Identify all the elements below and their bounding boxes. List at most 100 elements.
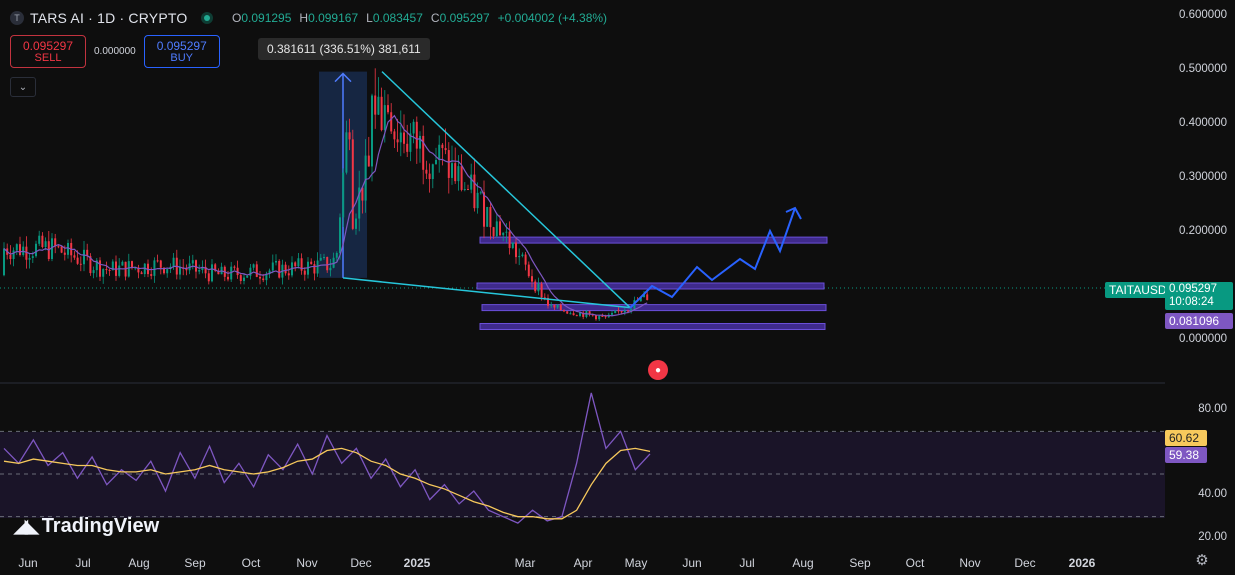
candle-body: [211, 264, 213, 282]
candle-body: [492, 227, 495, 237]
candle-body: [166, 269, 169, 274]
buy-button[interactable]: 0.095297 BUY: [143, 35, 220, 68]
candle-body: [374, 95, 377, 115]
candle-body: [595, 315, 597, 320]
candle-body: [131, 261, 133, 268]
bar-countdown: 10:08:24: [1169, 296, 1214, 308]
candle-body: [217, 270, 220, 275]
price-axis-label: 0.500000: [1179, 63, 1227, 75]
candle-body: [604, 316, 607, 318]
candle-body: [300, 258, 303, 271]
close-key: C: [430, 11, 440, 25]
candle-body: [323, 257, 325, 259]
time-axis-label: Dec: [350, 556, 372, 570]
candle-body: [550, 304, 553, 306]
time-axis-label: Oct: [241, 556, 261, 570]
candle-body: [483, 192, 485, 227]
rsi-axis-label: 40.00: [1198, 488, 1227, 501]
tradingview-logo: ◢◣ TradingView: [14, 515, 159, 538]
candle-body: [41, 235, 44, 247]
time-axis-label: 2026: [1068, 556, 1096, 570]
time-axis-label: Oct: [905, 556, 925, 570]
projection-path: [629, 206, 802, 309]
candle-body: [435, 159, 437, 165]
candle-body: [460, 166, 463, 190]
candle-body: [246, 275, 249, 278]
rsi-axis-label: 80.00: [1198, 403, 1227, 415]
candle-body: [556, 304, 559, 308]
candle-body: [271, 262, 274, 271]
candle-body: [153, 260, 156, 276]
candle-body: [521, 254, 524, 257]
trendlines: [342, 71, 631, 309]
candle-body: [534, 281, 537, 292]
candle-body: [527, 264, 530, 277]
candle-body: [147, 263, 149, 275]
candle-body: [441, 144, 444, 149]
candle-body: [547, 297, 549, 306]
low-value: 0.083457: [372, 11, 423, 25]
candle-body: [118, 265, 121, 276]
candle-body: [543, 297, 546, 299]
sell-label: SELL: [34, 51, 62, 64]
time-axis-label: Jul: [75, 556, 91, 570]
trendline-from-low: [342, 277, 631, 309]
candle-body: [473, 174, 476, 209]
candle-body: [28, 257, 31, 260]
candle-body: [476, 192, 479, 209]
candle-body: [92, 270, 95, 274]
candle-body: [294, 262, 297, 267]
gear-icon[interactable]: ⚙: [1195, 552, 1209, 569]
us-flag-event-icon[interactable]: ●: [648, 360, 668, 380]
candle-body: [351, 139, 354, 229]
candle-body: [35, 243, 37, 257]
candle-body: [303, 270, 306, 275]
candle-body: [566, 311, 569, 314]
candle-body: [297, 258, 300, 267]
sell-button[interactable]: 0.095297 SELL: [10, 35, 86, 68]
candle-body: [265, 273, 268, 281]
time-axis-label: Jul: [739, 556, 755, 570]
open-key: O: [232, 11, 242, 25]
price-axis-label: 0.000000: [1179, 333, 1227, 345]
symbol-title[interactable]: TARS AI · 1D · CRYPTO: [30, 10, 188, 26]
collapse-legend-button[interactable]: ⌄: [10, 77, 36, 97]
time-axis-label: Dec: [1014, 556, 1036, 570]
candle-body: [159, 260, 162, 268]
candle-body: [515, 242, 517, 258]
candle-body: [249, 267, 252, 276]
candle-body: [518, 256, 521, 258]
candle-body: [143, 263, 146, 275]
candle-body: [502, 232, 505, 236]
candle-body: [86, 249, 89, 257]
candle-body: [495, 221, 498, 237]
price-axis-label: 0.200000: [1179, 225, 1227, 237]
candle-body: [620, 311, 623, 313]
candle-body: [639, 297, 642, 302]
ma-line: [3, 114, 648, 317]
moving-average: [3, 114, 648, 317]
candle-body: [262, 278, 265, 281]
symbol-header[interactable]: T TARS AI · 1D · CRYPTO: [10, 10, 214, 26]
time-axis-label: May: [624, 556, 648, 570]
candle-body: [361, 187, 364, 201]
high-value: 0.099167: [308, 11, 359, 25]
candle-body: [316, 260, 319, 274]
candle-body: [38, 235, 41, 244]
candle-body: [195, 260, 197, 272]
candle-body: [191, 260, 194, 264]
candle-body: [44, 241, 47, 247]
candle-body: [102, 269, 105, 277]
candle-body: [425, 169, 428, 174]
candle-body: [63, 252, 66, 255]
buy-label: BUY: [170, 51, 194, 64]
symbol-price-tag: TAITAUSD: [1105, 282, 1171, 298]
candle-body: [252, 264, 255, 268]
tradingview-logo-icon: ◢◣: [14, 516, 39, 536]
candle-body: [387, 105, 389, 113]
candle-body: [329, 267, 332, 271]
candle-body: [451, 163, 453, 178]
candle-body: [25, 246, 28, 260]
sell-price: 0.095297: [22, 38, 74, 53]
